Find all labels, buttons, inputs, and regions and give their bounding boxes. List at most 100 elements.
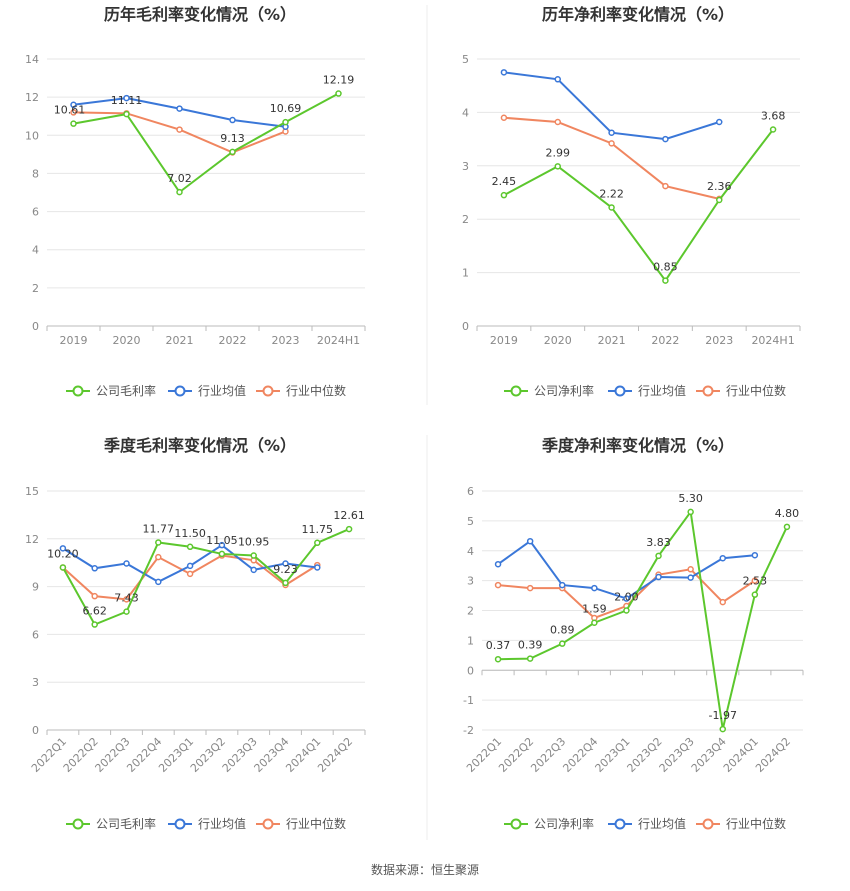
data-point-industry-median — [554, 118, 561, 126]
data-point-company — [155, 539, 162, 546]
data-point-industry-avg — [591, 584, 598, 592]
y-tick-label: 0 — [32, 320, 39, 333]
y-tick-label: 10 — [25, 129, 39, 142]
data-point-company — [345, 525, 353, 533]
x-tick-label: 2019 — [60, 334, 88, 347]
legend-swatch-marker — [72, 818, 84, 830]
data-point-industry-median — [70, 109, 77, 116]
data-label: 6.62 — [82, 605, 107, 618]
y-tick-label: 3 — [32, 676, 39, 689]
data-point-company — [623, 607, 630, 614]
chart-panel-1: 历年毛利率变化情况（%） 0 2 4 6 8 10 12 14 2019 2020 2021 2022 2… — [25, 5, 366, 398]
data-label: 0.89 — [550, 624, 575, 637]
data-point-industry-avg — [176, 105, 183, 112]
legend-label-industry-median: 行业中位数 — [726, 383, 786, 398]
chart-panel-2: 历年净利率变化情况（%） 0 1 2 3 4 5 2019 2020 2021 2022 2023 20… — [462, 5, 801, 398]
data-point-industry-avg — [218, 541, 226, 549]
data-label: 9.13 — [220, 132, 245, 145]
data-point-industry-avg — [59, 545, 67, 552]
data-point-company — [655, 552, 662, 560]
y-tick-label: 9 — [32, 581, 39, 594]
data-point-company — [314, 539, 321, 547]
y-tick-label: 2 — [467, 605, 474, 618]
legend-label-industry-median: 行业中位数 — [286, 816, 346, 831]
data-label: 2.22 — [599, 187, 624, 200]
data-point-company — [186, 543, 194, 551]
data-point-industry-median — [719, 598, 726, 606]
series-line-company — [503, 128, 774, 283]
x-tick-label: 2022 — [219, 334, 247, 347]
y-tick-label: 15 — [25, 485, 39, 498]
legend-label-company: 公司净利率 — [534, 383, 594, 398]
chart-title: 历年净利率变化情况（%） — [542, 5, 734, 24]
x-tick-label: 2023 — [272, 334, 300, 347]
chart-panel-3: 季度毛利率变化情况（%）036912152022Q12022Q22022Q320… — [25, 436, 366, 831]
data-label: 11.77 — [143, 522, 175, 535]
data-label: 10.95 — [238, 536, 270, 549]
data-point-industry-median — [662, 182, 669, 190]
y-tick-label: 1 — [462, 267, 469, 280]
data-point-company — [335, 90, 342, 97]
data-point-company — [751, 591, 759, 598]
y-tick-label: 5 — [462, 53, 469, 66]
data-point-industry-median — [186, 570, 194, 578]
data-label: 0.85 — [653, 261, 678, 274]
data-point-industry-median — [91, 592, 98, 600]
data-label: 0.39 — [518, 639, 543, 652]
data-point-industry-avg — [608, 129, 615, 136]
y-tick-label: 2 — [462, 213, 469, 226]
data-point-industry-avg — [229, 116, 236, 124]
legend-label-company: 公司净利率 — [534, 816, 594, 831]
data-point-company — [91, 621, 98, 628]
y-tick-label: 1 — [467, 634, 474, 647]
data-point-company — [494, 655, 502, 663]
data-label: 7.02 — [167, 172, 192, 185]
legend-label-industry-avg: 行业均值 — [198, 816, 246, 831]
y-tick-label: 4 — [32, 244, 39, 257]
y-tick-label: 4 — [467, 545, 474, 558]
legend-label-industry-avg: 行业均值 — [638, 816, 686, 831]
y-tick-label: 0 — [467, 664, 474, 677]
data-point-industry-avg — [554, 76, 561, 83]
y-tick-label: 0 — [462, 320, 469, 333]
y-tick-label: 6 — [467, 485, 474, 498]
y-tick-label: -1 — [463, 694, 474, 707]
data-point-company — [687, 508, 694, 516]
data-label: 2.36 — [707, 180, 732, 193]
series-line-company — [498, 509, 788, 730]
legend-swatch-marker — [702, 385, 714, 397]
data-point-industry-median — [608, 140, 615, 147]
y-tick-label: 2 — [32, 282, 39, 295]
x-tick-label: 2023 — [705, 334, 733, 347]
data-label: 9.23 — [273, 563, 298, 576]
data-label: 11.05 — [206, 534, 238, 547]
data-point-industry-median — [526, 584, 534, 592]
data-point-company — [500, 191, 508, 199]
series-line-company — [73, 92, 339, 194]
y-tick-label: 12 — [25, 91, 39, 104]
y-tick-label: 6 — [32, 628, 39, 641]
legend-swatch-marker — [174, 818, 186, 830]
legend-swatch-marker — [614, 385, 626, 397]
data-label: 10.69 — [270, 102, 302, 115]
data-point-industry-avg — [282, 560, 289, 567]
data-label: 12.61 — [333, 509, 365, 522]
chart-panel-4: 季度净利率变化情况（%）-2-101234562022Q12022Q22022Q… — [463, 436, 804, 831]
data-point-company — [716, 196, 723, 204]
data-point-industry-avg — [155, 578, 162, 586]
data-point-company — [719, 725, 726, 733]
x-tick-label: 2020 — [544, 334, 572, 347]
x-tick-label: 2020 — [113, 334, 141, 347]
y-tick-label: 12 — [25, 533, 39, 546]
data-label: -1.97 — [709, 709, 737, 722]
data-point-company — [70, 120, 77, 127]
data-label: 11.75 — [302, 523, 334, 536]
data-point-company — [608, 204, 615, 211]
x-tick-label: 2024H1 — [317, 334, 360, 347]
data-point-industry-avg — [662, 135, 669, 143]
data-point-industry-avg — [716, 118, 723, 126]
x-tick-label: 2022 — [651, 334, 679, 347]
series-line-company — [62, 528, 350, 626]
data-label: 11.50 — [174, 527, 206, 540]
